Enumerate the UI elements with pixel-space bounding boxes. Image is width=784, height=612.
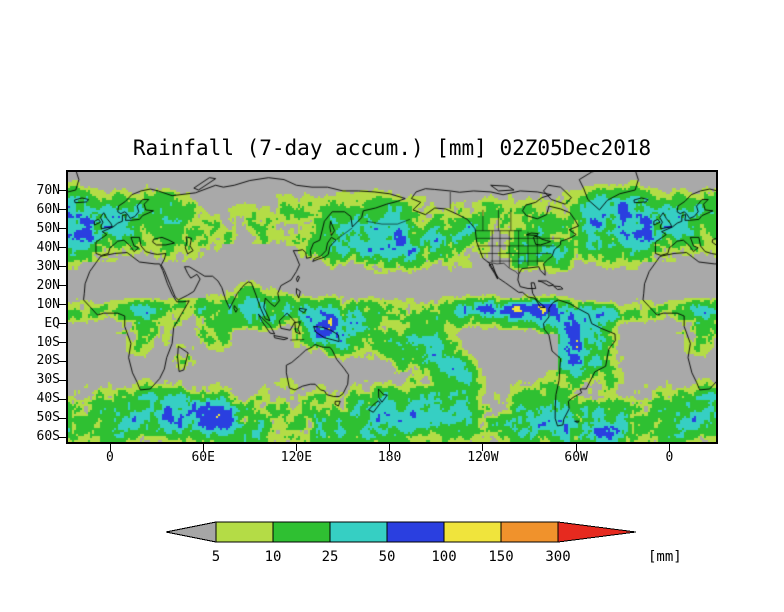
lat-label: 30S — [36, 372, 60, 388]
lon-label: 120W — [467, 450, 499, 465]
lon-label: 180 — [377, 450, 402, 465]
lon-tick — [389, 444, 391, 451]
lat-label: 20N — [36, 277, 60, 293]
lon-label: 60E — [191, 450, 215, 465]
lon-tick — [295, 444, 297, 451]
lat-label: 40N — [36, 239, 60, 255]
lon-tick — [202, 444, 204, 451]
lat-label: 20S — [36, 353, 60, 369]
lon-tick — [668, 444, 670, 451]
colorbar-arrow-below — [165, 521, 217, 543]
lat-label: 50S — [36, 410, 60, 426]
lon-label: 120E — [280, 450, 313, 465]
lat-label: 30N — [36, 258, 60, 274]
colorbar-tick-label: 25 — [322, 549, 339, 565]
lat-tick — [59, 285, 66, 287]
lat-tick — [59, 266, 66, 268]
rainfall-map-canvas — [68, 172, 716, 442]
lat-tick — [59, 209, 66, 211]
colorbar-segment-1 — [215, 521, 274, 543]
colorbar-segment-6 — [500, 521, 559, 543]
lat-tick — [59, 190, 66, 192]
colorbar-tick-label: 150 — [488, 549, 513, 565]
colorbar-segment-2 — [272, 521, 331, 543]
colorbar-tick-label: 100 — [431, 549, 456, 565]
lon-label: 0 — [106, 450, 114, 465]
lon-label: 0 — [665, 450, 674, 465]
colorbar-tick-label: 10 — [265, 549, 282, 565]
colorbar-tick-label: 300 — [545, 549, 570, 565]
lon-tick — [482, 444, 484, 451]
lon-tick — [109, 444, 111, 451]
lat-tick — [59, 436, 66, 438]
lat-tick — [59, 361, 66, 362]
lat-tick — [59, 417, 66, 419]
lat-tick — [59, 398, 66, 400]
colorbar-tick-label: 5 — [212, 549, 220, 565]
lat-tick — [59, 342, 66, 343]
map-frame — [66, 170, 718, 444]
lat-tick — [59, 247, 66, 249]
lon-tick — [575, 444, 577, 451]
colorbar: 5 10 25 50 100 150 300 [mm] — [165, 521, 682, 565]
lat-label: 60N — [36, 201, 60, 217]
lat-tick — [59, 228, 66, 230]
colorbar-arrow-above — [557, 521, 637, 543]
plot-title: Rainfall (7-day accum.) [mm] 02Z05Dec201… — [132, 136, 652, 160]
lat-label: 10S — [36, 334, 60, 350]
colorbar-segment-4 — [386, 521, 445, 543]
lon-label: 60W — [564, 450, 588, 465]
lat-tick — [59, 323, 66, 325]
lat-tick — [59, 379, 66, 381]
lat-label: 70N — [36, 182, 60, 198]
lat-label: 50N — [36, 220, 60, 236]
lat-label: 60S — [36, 429, 60, 445]
lat-label: 10N — [36, 296, 60, 312]
colorbar-unit-label: [mm] — [648, 549, 682, 565]
colorbar-segment-5 — [443, 521, 502, 543]
lat-label: EQ — [44, 315, 60, 331]
colorbar-segment-3 — [329, 521, 388, 543]
lat-tick — [59, 304, 66, 306]
lat-label: 40S — [36, 391, 60, 407]
colorbar-tick-label: 50 — [379, 549, 396, 565]
